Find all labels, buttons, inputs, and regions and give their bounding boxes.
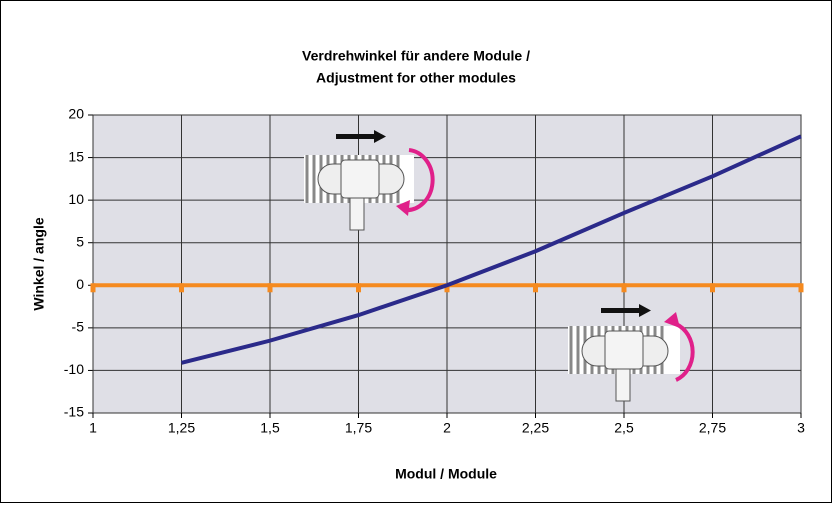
marker [268, 283, 273, 292]
chart-title: Adjustment for other modules [316, 70, 516, 86]
x-tick-label: 1,75 [345, 420, 372, 436]
arrow [336, 134, 374, 139]
arrow [601, 308, 639, 313]
marker [179, 283, 184, 292]
x-tick-label: 2,75 [699, 420, 726, 436]
marker [91, 283, 96, 292]
x-tick-label: 2,5 [614, 420, 634, 436]
y-tick-label: 0 [76, 276, 84, 292]
x-tick-label: 1,25 [168, 420, 195, 436]
x-tick-label: 1 [89, 420, 97, 436]
y-tick-label: 10 [68, 191, 84, 207]
x-axis-label: Modul / Module [395, 466, 497, 482]
marker [533, 283, 538, 292]
x-tick-label: 1,5 [260, 420, 280, 436]
sensor-body [341, 160, 379, 198]
marker [356, 283, 361, 292]
x-tick-label: 3 [797, 420, 805, 436]
connector [350, 198, 364, 230]
y-tick-label: 20 [68, 106, 84, 122]
y-tick-label: 5 [76, 233, 84, 249]
marker [710, 283, 715, 292]
y-tick-label: 15 [68, 148, 84, 164]
y-tick-label: -15 [64, 404, 84, 420]
x-tick-label: 2,25 [522, 420, 549, 436]
marker [799, 283, 804, 292]
marker [622, 283, 627, 292]
connector [616, 369, 630, 401]
chart-title: Verdrehwinkel für andere Module / [302, 48, 530, 64]
chart: -15 -10 -5 0 5 10 15 20 1 1,25 1,5 1,75 2 2,25 2,5 2,75… [0, 0, 832, 503]
sensor-body [605, 331, 643, 369]
y-tick-label: -5 [72, 319, 85, 335]
x-tick-label: 2 [443, 420, 451, 436]
y-axis-label: Winkel / angle [31, 217, 47, 310]
y-tick-label: -10 [64, 361, 84, 377]
